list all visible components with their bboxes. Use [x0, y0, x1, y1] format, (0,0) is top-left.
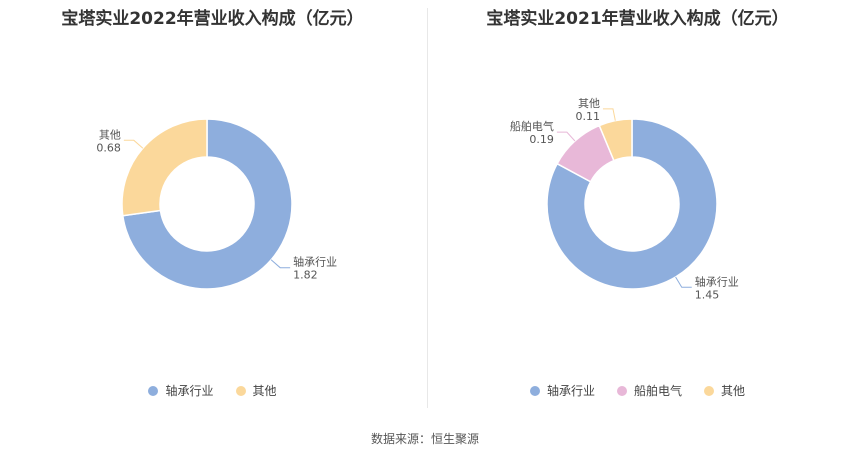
legend-dot [704, 385, 714, 396]
chart-2022: 宝塔实业2022年营业收入构成（亿元） 轴承行业 1.82 其他 0.68 轴承行业 … [0, 0, 425, 410]
legend-label: 其他 [721, 384, 746, 398]
slice-other[interactable] [598, 118, 633, 162]
legend-label: 轴承行业 [546, 384, 595, 398]
slice-value: 0.19 [529, 133, 554, 146]
legend-item-bearing[interactable]: 轴承行业 [148, 382, 214, 399]
chart-title: 宝塔实业2022年营业收入构成（亿元） [61, 9, 364, 29]
legend-item-ship[interactable]: 船舶电气 [616, 382, 682, 399]
slice-bearing[interactable] [546, 118, 718, 290]
legend-dot [616, 385, 627, 396]
legend-dot [235, 385, 246, 396]
legend-dot [529, 385, 540, 396]
legend-item-other[interactable]: 其他 [235, 382, 277, 399]
divider [427, 8, 428, 408]
legend-label: 轴承行业 [165, 384, 214, 398]
legend-label: 其他 [252, 384, 277, 398]
chart-2021: 宝塔实业2021年营业收入构成（亿元） 轴承行业 1.45 船舶电气 0.19 其他 0.… [425, 0, 850, 410]
slice-label: 其他 [99, 128, 121, 141]
legend-label: 船舶电气 [633, 384, 682, 398]
slice-value: 1.82 [293, 269, 318, 282]
leader-line [556, 131, 576, 142]
slice-label: 轴承行业 [293, 255, 337, 269]
slice-value: 1.45 [695, 288, 720, 301]
leader-line [270, 259, 291, 269]
legend-2022: 轴承行业 其他 [0, 382, 425, 399]
slice-value: 0.11 [575, 110, 600, 123]
legend-2021: 轴承行业 船舶电气 其他 [425, 382, 850, 399]
slice-value: 0.68 [96, 141, 121, 154]
legend-item-bearing[interactable]: 轴承行业 [529, 382, 595, 399]
leader-line [123, 139, 144, 149]
data-source: 数据来源：恒生聚源 [370, 432, 479, 446]
chart-title: 宝塔实业2021年营业收入构成（亿元） [486, 9, 789, 29]
legend-item-other[interactable]: 其他 [704, 382, 745, 399]
slice-other[interactable] [121, 118, 208, 217]
slice-bearing[interactable] [121, 118, 293, 290]
leader-line [602, 108, 616, 121]
legend-dot [148, 385, 159, 396]
leader-line [675, 276, 692, 288]
slice-label: 轴承行业 [695, 274, 739, 288]
slice-label: 其他 [578, 97, 600, 110]
slice-label: 船舶电气 [510, 119, 554, 133]
